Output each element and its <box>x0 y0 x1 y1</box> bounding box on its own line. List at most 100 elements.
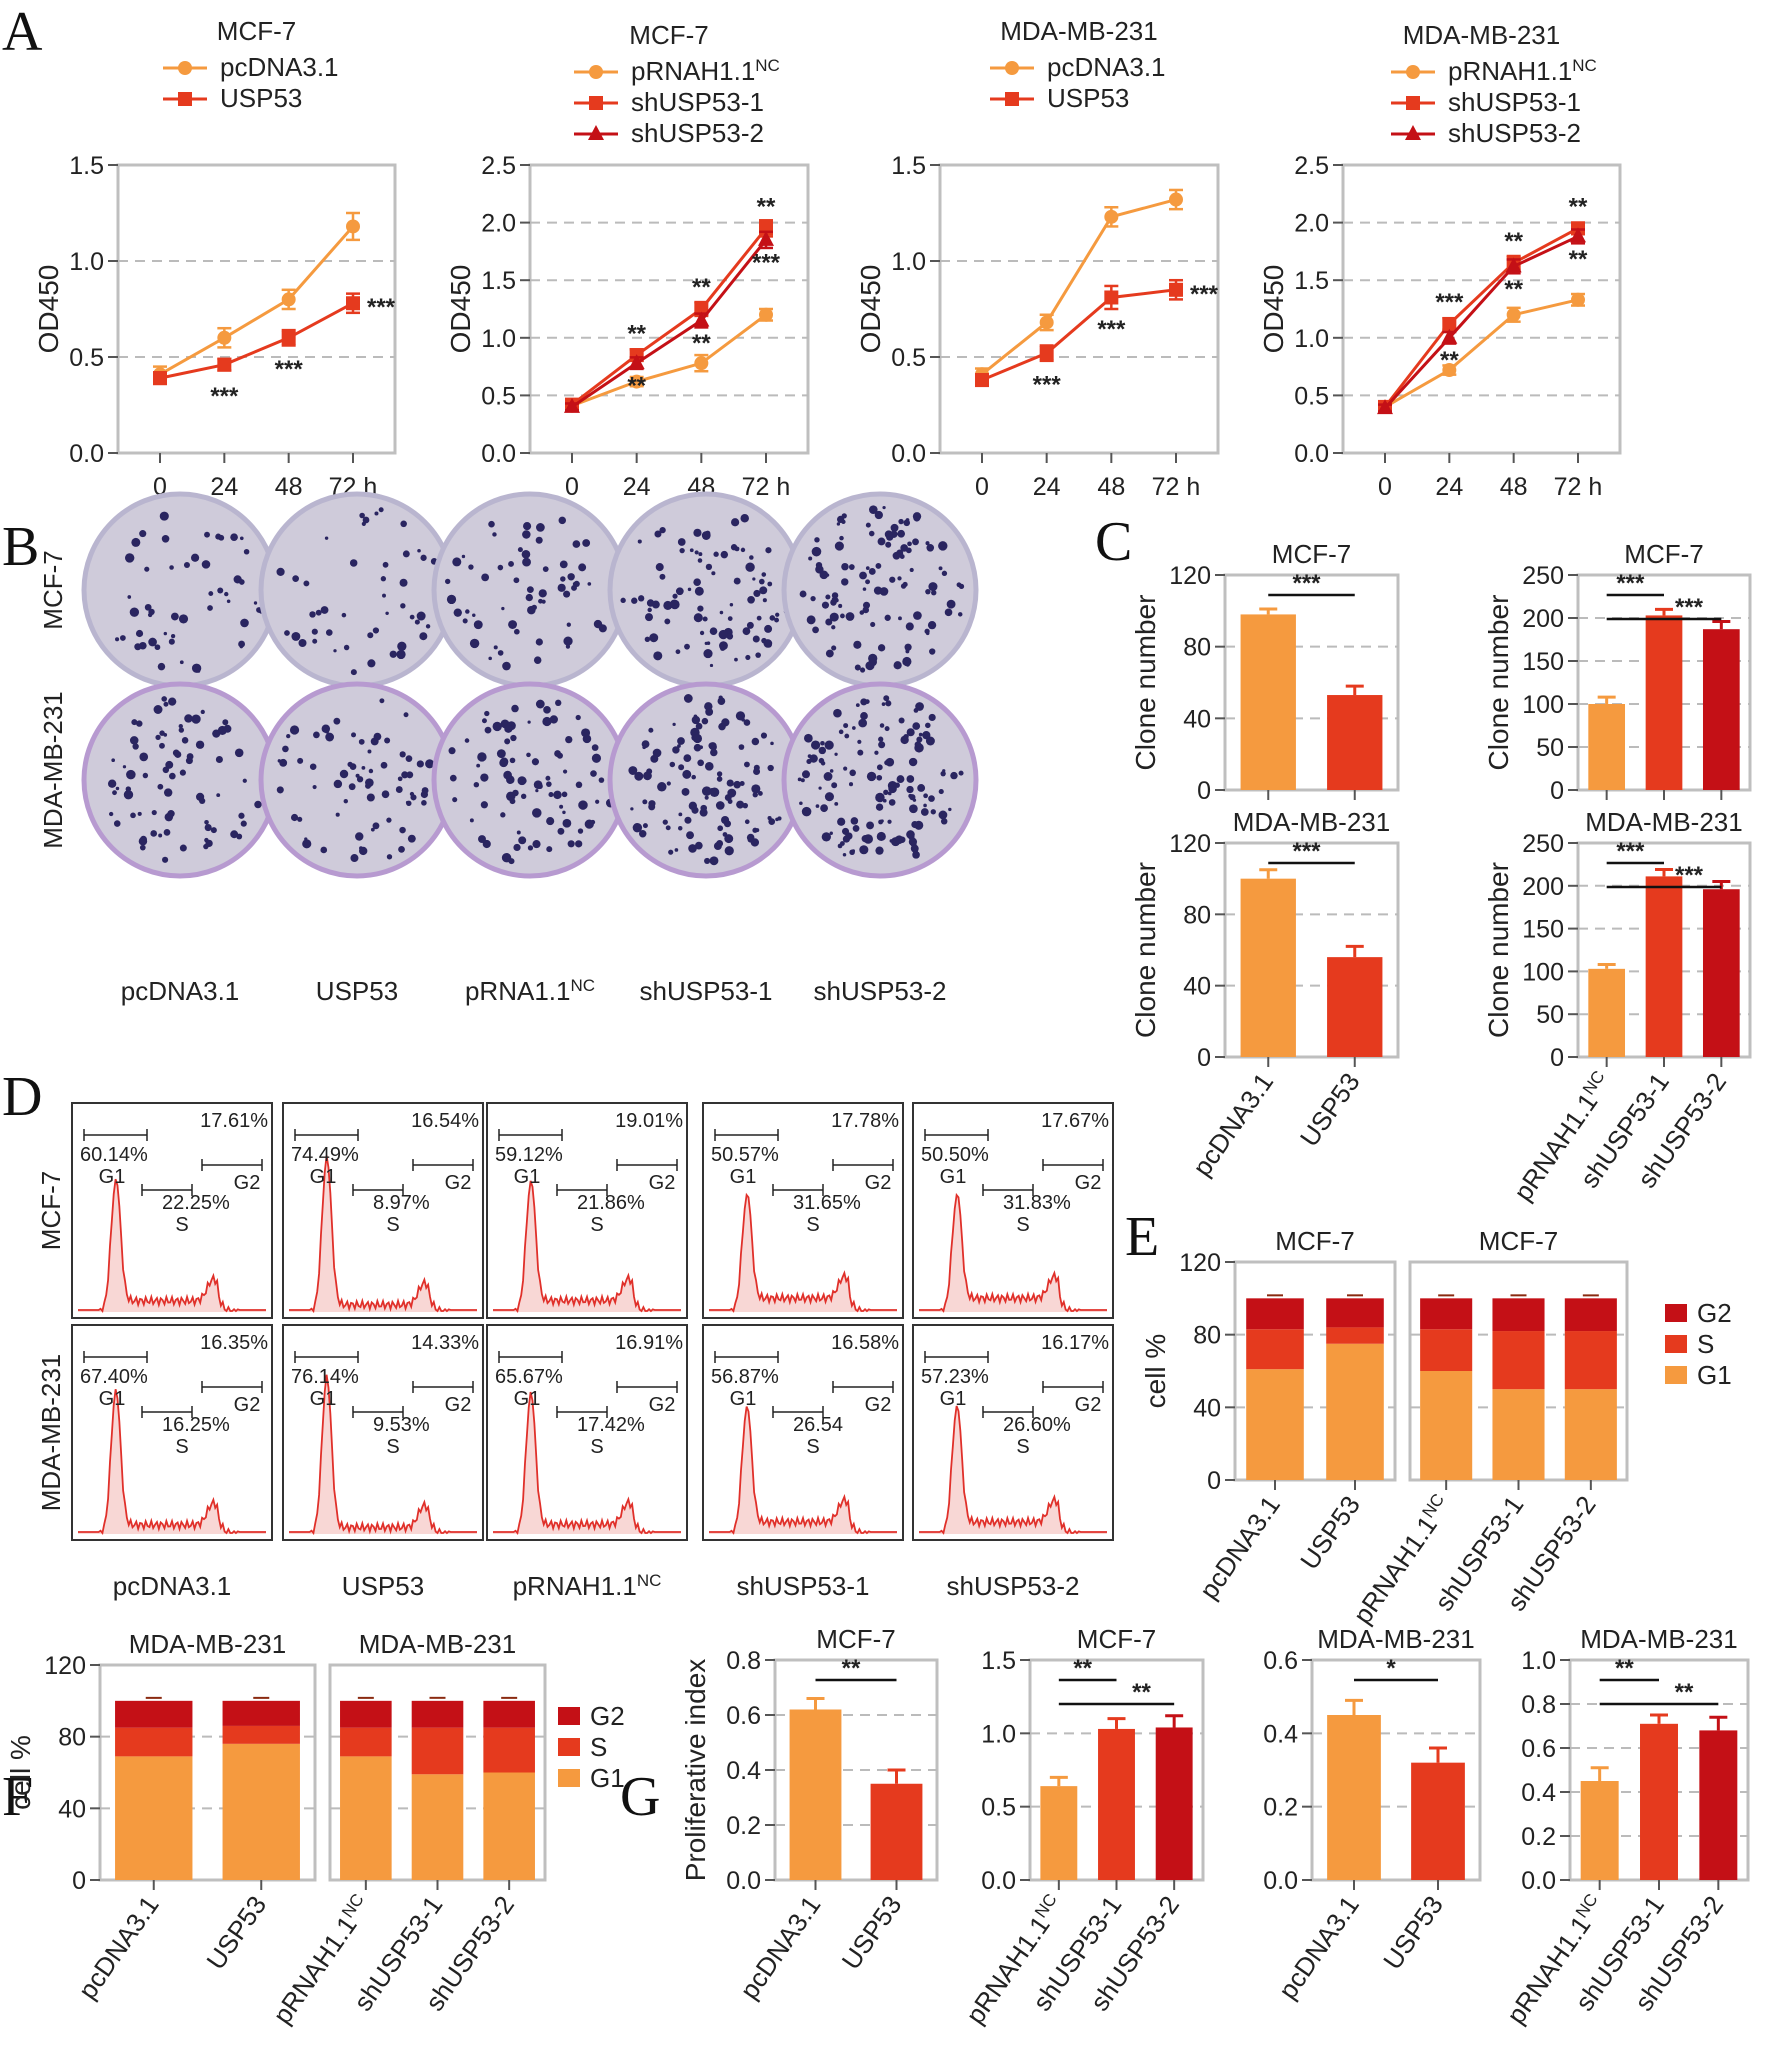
colony-dot <box>883 695 890 702</box>
colony-dot <box>195 792 205 801</box>
colony-dot <box>884 614 891 621</box>
colony-dot <box>894 835 904 845</box>
colony-dot <box>179 660 184 665</box>
colony-dot <box>804 733 813 743</box>
f2-title: MDA-MB-231 <box>359 1629 516 1659</box>
colony-dot <box>876 774 883 781</box>
c2-bar <box>1645 615 1683 790</box>
d-1-2-frame <box>486 1324 688 1541</box>
colony-dot <box>142 772 149 779</box>
colony-dot <box>497 564 504 571</box>
colony-dot <box>536 523 545 532</box>
colony-dot <box>677 737 685 745</box>
colony-dot <box>669 599 679 609</box>
d-0-2-s-value: 21.86% <box>577 1192 645 1214</box>
colony-dot <box>406 800 412 807</box>
colony-dot <box>709 787 720 797</box>
colony-dot <box>638 595 645 602</box>
f1-ytick-label: 40 <box>58 1795 86 1823</box>
d-1-2-g1-label: G1 <box>514 1388 541 1410</box>
a2-ytick-label: 2.0 <box>481 210 516 238</box>
colony-dot <box>239 536 244 541</box>
colony-dot <box>315 609 322 616</box>
colony-dot <box>672 746 680 754</box>
colony-dot <box>452 557 462 567</box>
colony-dot <box>761 572 767 577</box>
colony-dot <box>509 757 516 764</box>
a2-significance-stars: ** <box>627 373 646 400</box>
c2-ytick-label: 50 <box>1536 734 1564 762</box>
colony-dot <box>577 828 584 834</box>
colony-dot <box>731 518 740 527</box>
colony-dot <box>168 697 177 706</box>
d-0-1-histogram-line <box>289 1155 477 1314</box>
a4-data-point <box>1442 316 1457 331</box>
colony-dot <box>642 823 648 829</box>
colony-dot <box>752 792 758 798</box>
colony-dot <box>843 766 848 771</box>
colony-dot <box>691 715 701 725</box>
colony-dot <box>797 777 802 782</box>
colony-dot <box>478 835 486 844</box>
g3-ytick-label: 0.0 <box>1263 1867 1298 1895</box>
colony-dot <box>238 579 245 585</box>
colony-dot <box>824 792 834 802</box>
colony-dot <box>892 551 901 560</box>
colony-dot <box>713 551 719 557</box>
colony-dot <box>831 625 836 630</box>
colony-dot <box>119 635 126 641</box>
colony-dot <box>825 594 831 600</box>
colony-dot <box>878 741 886 749</box>
colony-dot <box>854 664 861 671</box>
colony-dot <box>718 695 723 700</box>
colony-dot <box>768 818 776 825</box>
f2-segment-s <box>411 1727 464 1775</box>
a3-legend-label: USP53 <box>1047 83 1129 113</box>
colony-dot <box>744 761 750 768</box>
d-0-1-s-value: 8.97% <box>373 1192 430 1214</box>
colony-dot <box>694 586 704 596</box>
colony-dot <box>890 523 899 532</box>
colony-dot <box>818 786 822 790</box>
colony-dot <box>159 511 169 521</box>
colony-dot <box>144 566 150 572</box>
a2-legend-label: shUSP53-1 <box>631 87 764 117</box>
g2-ytick-label: 1.0 <box>981 1720 1016 1748</box>
colony-dot <box>620 597 626 604</box>
colony-dot <box>734 657 738 662</box>
d-0-0-g2-label: G2 <box>234 1172 261 1194</box>
a4-xtick-label: 24 <box>1435 473 1463 501</box>
colony-plate <box>81 491 279 689</box>
colony-dot <box>598 777 605 783</box>
colony-dot <box>254 800 262 809</box>
c2-ytick-label: 0 <box>1550 777 1564 805</box>
colony-dot <box>419 632 428 641</box>
colony-dot <box>595 799 600 804</box>
colony-dot <box>837 843 843 849</box>
colony-dot <box>127 595 132 599</box>
colony-dot <box>399 751 406 758</box>
colony-dot <box>510 734 517 742</box>
colony-dot <box>497 650 504 656</box>
colony-dot <box>799 590 807 598</box>
colony-dot <box>704 857 711 865</box>
colony-dot <box>693 714 698 719</box>
colony-dot <box>161 696 168 702</box>
c3-bar <box>1327 957 1383 1057</box>
colony-dot <box>929 648 936 655</box>
colony-dot <box>399 826 406 834</box>
a2-data-point <box>564 397 580 413</box>
colony-dot <box>545 775 551 781</box>
colony-dot <box>462 618 468 624</box>
c4-title: MDA-MB-231 <box>1585 807 1742 837</box>
colony-dot <box>928 582 938 592</box>
g1-bar <box>789 1709 842 1880</box>
a4-series-line <box>1384 298 1579 409</box>
d-0-2-histogram-fill <box>493 1180 681 1312</box>
colony-dot <box>107 779 117 788</box>
c4-bar <box>1588 968 1626 1057</box>
colony-dot <box>756 615 762 621</box>
colony-dot <box>703 649 713 659</box>
colony-dot <box>565 644 571 649</box>
colony-dot <box>752 635 760 643</box>
